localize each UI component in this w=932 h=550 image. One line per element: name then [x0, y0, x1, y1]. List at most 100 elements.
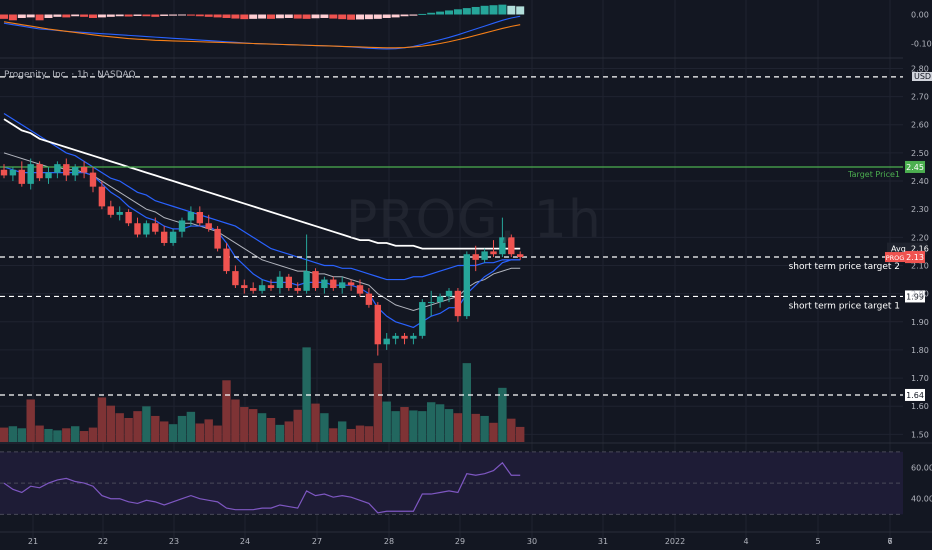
macd-histogram-bar	[142, 14, 151, 17]
candle-body	[63, 164, 70, 176]
candle-body	[276, 276, 284, 288]
macd-histogram-bar	[53, 14, 62, 17]
volume-bar	[88, 427, 98, 442]
candle-body	[161, 231, 168, 243]
time-axis-tick: 5	[815, 537, 820, 546]
candle-body	[445, 290, 453, 297]
volume-bar	[142, 406, 151, 442]
candle-body	[27, 164, 34, 184]
volume-bar	[311, 403, 320, 442]
macd-histogram-bar	[329, 14, 338, 19]
volume-bar	[62, 428, 71, 442]
time-axis-tick: 6	[887, 537, 892, 546]
price-axis-tick: 1.60	[911, 402, 929, 411]
macd-histogram-bar	[133, 14, 142, 16]
macd-histogram-bar	[204, 14, 213, 17]
candle-body	[401, 335, 408, 339]
macd-histogram-bar	[436, 11, 445, 15]
volume-bar	[249, 409, 258, 442]
volume-bar	[257, 413, 267, 442]
macd-histogram-bar	[151, 14, 160, 17]
candle-body	[178, 220, 186, 232]
price-tag-bg-target-price1	[905, 160, 925, 173]
time-axis-tick: 27	[312, 537, 322, 546]
volume-bar	[17, 428, 26, 442]
price-tag-target-price1: 2.45	[906, 163, 924, 172]
candle-body	[508, 237, 515, 255]
time-axis-tick: 30	[527, 537, 537, 546]
macd-histogram-bar	[8, 14, 17, 21]
candle-body	[410, 335, 417, 339]
macd-histogram-bar	[364, 14, 373, 20]
candle-body	[187, 212, 195, 221]
volume-bar	[284, 421, 293, 442]
rsi-axis-tick: 40.00	[911, 495, 932, 504]
level-label-short-term-2: short term price target 2	[789, 262, 900, 272]
price-axis-tick: 2.00	[911, 290, 929, 299]
volume-bar	[106, 405, 115, 442]
candle-body	[499, 237, 506, 255]
time-axis-tick: 4	[743, 537, 748, 546]
volume-bar	[79, 431, 89, 442]
volume-bar	[26, 399, 35, 442]
volume-bar	[115, 413, 124, 442]
price-axis-tick: 2.50	[911, 149, 929, 158]
volume-bar	[53, 430, 62, 442]
volume-bar	[471, 413, 480, 442]
candle-body	[303, 271, 310, 291]
macd-histogram-bar	[0, 14, 8, 19]
price-axis-tick: 1.80	[911, 346, 929, 355]
macd-histogram-bar	[275, 14, 284, 19]
macd-histogram-bar	[338, 14, 347, 20]
candle-body	[294, 288, 301, 291]
candle-body	[365, 293, 373, 305]
volume-bar	[391, 411, 400, 442]
candle-body	[392, 335, 399, 339]
volume-bar	[240, 407, 249, 442]
macd-histogram-bar	[106, 14, 115, 17]
price-axis-tick: 2.60	[911, 121, 929, 130]
avg-tag-value: 2.16	[911, 245, 929, 254]
time-axis-tick: 23	[169, 537, 179, 546]
time-axis-tick: 7	[887, 537, 892, 546]
volume-bar	[400, 407, 409, 442]
macd-signal-line	[3, 21, 521, 49]
macd-histogram-bar	[400, 14, 409, 17]
volume-bar	[444, 409, 454, 442]
macd-histogram-bar	[71, 14, 80, 17]
ema-blue-upper-line	[3, 112, 521, 281]
candle-body	[356, 285, 364, 294]
macd-histogram-bar	[267, 14, 275, 19]
volume-bar	[329, 428, 338, 442]
macd-histogram-bar	[213, 14, 222, 18]
candle-body	[347, 282, 355, 286]
macd-histogram-bar	[80, 14, 89, 17]
candle-body	[463, 254, 470, 317]
candle-body	[98, 186, 106, 207]
candle-body	[107, 206, 114, 215]
candle-body	[517, 254, 524, 258]
price-axis-tick: 2.20	[911, 233, 929, 242]
volume-bar	[418, 411, 427, 442]
rsi-axis-tick: 60.00	[911, 463, 932, 472]
macd-histogram-bar	[195, 14, 204, 17]
macd-histogram-bar	[115, 14, 124, 17]
macd-histogram-bar	[373, 14, 382, 19]
candle-body	[0, 169, 8, 176]
macd-histogram-bar	[89, 14, 97, 18]
price-axis-tick: 1.90	[911, 318, 929, 327]
prog-tag-label: PROG	[886, 254, 905, 262]
volume-bar	[177, 415, 187, 442]
prog-tag-value: 2.13	[906, 253, 924, 262]
candle-body	[45, 172, 52, 179]
volume-bar	[204, 419, 213, 442]
price-axis-tick: 1.70	[911, 374, 929, 383]
volume-bar	[498, 387, 507, 442]
price-axis-tick: 2.80	[911, 64, 929, 73]
time-axis-tick: 2022	[665, 537, 685, 546]
macd-histogram-bar	[462, 8, 471, 15]
currency-tag: USD	[912, 72, 932, 81]
time-axis-tick: 21	[28, 537, 38, 546]
